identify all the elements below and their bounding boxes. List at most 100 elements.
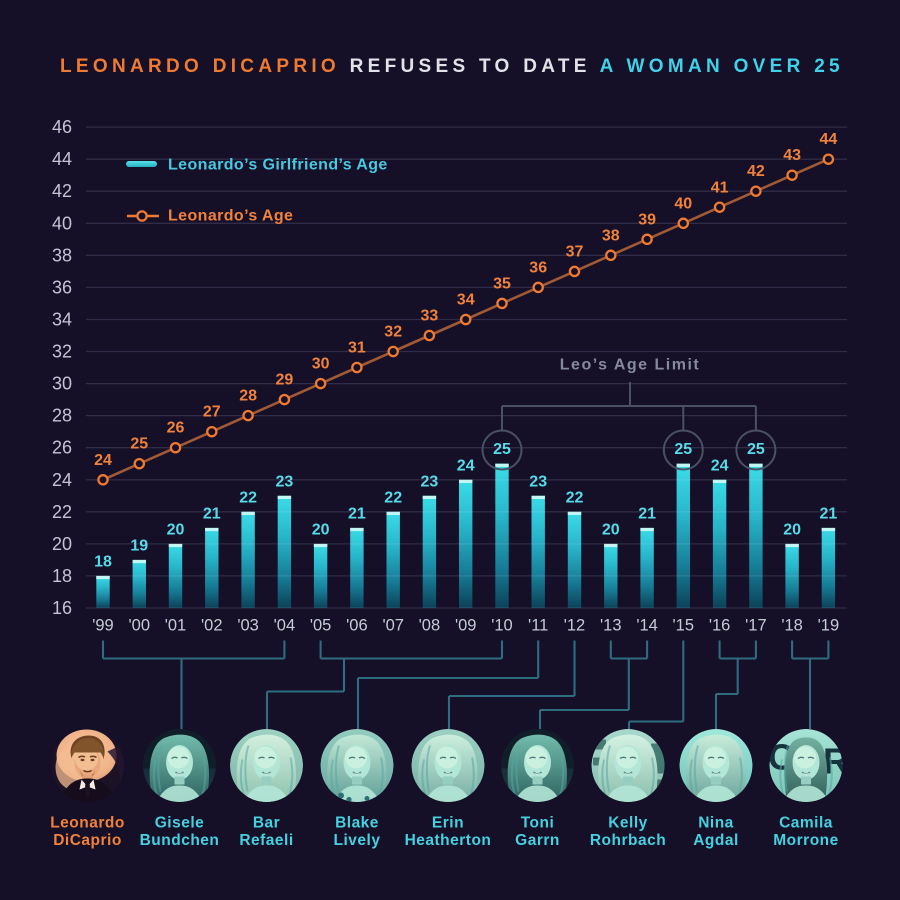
svg-text:33: 33 (421, 308, 439, 325)
svg-text:'11: '11 (528, 617, 548, 635)
svg-text:Kelly: Kelly (608, 815, 648, 832)
svg-text:Agdal: Agdal (693, 832, 739, 849)
svg-text:23: 23 (276, 473, 294, 490)
svg-text:29: 29 (276, 372, 294, 389)
svg-text:'00: '00 (129, 617, 151, 635)
svg-text:'09: '09 (455, 617, 477, 635)
svg-text:16: 16 (52, 598, 72, 618)
svg-text:35: 35 (493, 275, 511, 292)
svg-text:'06: '06 (346, 617, 368, 635)
svg-text:22: 22 (239, 489, 257, 506)
svg-text:Leonardo: Leonardo (50, 815, 125, 832)
svg-text:22: 22 (52, 502, 72, 522)
svg-text:R: R (823, 741, 849, 782)
svg-text:42: 42 (52, 181, 72, 201)
svg-text:Heatherton: Heatherton (405, 832, 492, 849)
svg-text:21: 21 (203, 505, 221, 522)
svg-text:19: 19 (130, 537, 148, 554)
svg-text:38: 38 (52, 245, 72, 265)
svg-text:32: 32 (52, 342, 72, 362)
svg-text:Gisele: Gisele (155, 815, 205, 832)
svg-text:46: 46 (52, 117, 72, 137)
svg-text:Morrone: Morrone (773, 832, 839, 849)
svg-text:24: 24 (457, 457, 475, 474)
svg-text:34: 34 (457, 292, 475, 309)
svg-text:'18: '18 (781, 617, 803, 635)
svg-text:'16: '16 (709, 617, 731, 635)
svg-text:22: 22 (384, 489, 402, 506)
svg-text:Nina: Nina (698, 815, 734, 832)
svg-text:36: 36 (52, 277, 72, 297)
svg-text:Leonardo’s Age: Leonardo’s Age (168, 208, 293, 225)
svg-text:40: 40 (674, 195, 692, 212)
svg-text:'99: '99 (92, 617, 114, 635)
svg-text:Leo’s Age Limit: Leo’s Age Limit (560, 357, 700, 374)
svg-text:Leonardo’s Girlfriend’s Age: Leonardo’s Girlfriend’s Age (168, 157, 388, 174)
svg-text:23: 23 (421, 473, 439, 490)
svg-text:25: 25 (493, 441, 511, 458)
svg-text:25: 25 (747, 441, 765, 458)
svg-text:43: 43 (783, 147, 801, 164)
svg-text:44: 44 (820, 131, 838, 148)
svg-text:Camila: Camila (779, 815, 833, 832)
svg-text:Blake: Blake (335, 815, 379, 832)
svg-text:20: 20 (312, 521, 330, 538)
svg-text:'19: '19 (818, 617, 840, 635)
svg-text:Toni: Toni (521, 815, 555, 832)
svg-text:34: 34 (52, 310, 72, 330)
svg-text:38: 38 (602, 227, 620, 244)
svg-text:Erin: Erin (432, 815, 464, 832)
svg-text:'15: '15 (673, 617, 695, 635)
svg-text:'07: '07 (382, 617, 404, 635)
svg-text:24: 24 (94, 452, 112, 469)
svg-text:'02: '02 (201, 617, 223, 635)
svg-text:'03: '03 (237, 617, 259, 635)
svg-text:'12: '12 (564, 617, 586, 635)
svg-text:'08: '08 (419, 617, 441, 635)
svg-text:25: 25 (674, 441, 692, 458)
svg-text:Refaeli: Refaeli (239, 832, 293, 849)
svg-text:28: 28 (239, 388, 257, 405)
svg-text:20: 20 (167, 521, 185, 538)
svg-text:'10: '10 (491, 617, 513, 635)
svg-text:30: 30 (312, 356, 330, 373)
svg-text:21: 21 (348, 505, 366, 522)
svg-text:Bundchen: Bundchen (140, 832, 220, 849)
svg-text:26: 26 (167, 420, 185, 437)
svg-text:28: 28 (52, 406, 72, 426)
svg-text:25: 25 (130, 436, 148, 453)
svg-text:27: 27 (203, 404, 221, 421)
svg-text:23: 23 (529, 473, 547, 490)
svg-text:Garrn: Garrn (515, 832, 560, 849)
svg-text:20: 20 (52, 534, 72, 554)
svg-text:'05: '05 (310, 617, 332, 635)
svg-text:36: 36 (529, 259, 547, 276)
svg-text:37: 37 (566, 243, 584, 260)
svg-text:44: 44 (52, 149, 72, 169)
svg-text:18: 18 (94, 553, 112, 570)
svg-text:'17: '17 (745, 617, 767, 635)
svg-text:39: 39 (638, 211, 656, 228)
svg-text:21: 21 (638, 505, 656, 522)
svg-text:31: 31 (348, 340, 366, 357)
svg-text:'14: '14 (636, 617, 658, 635)
svg-text:26: 26 (52, 438, 72, 458)
svg-text:20: 20 (783, 521, 801, 538)
svg-text:'01: '01 (165, 617, 187, 635)
svg-text:20: 20 (602, 521, 620, 538)
svg-text:18: 18 (52, 566, 72, 586)
svg-text:32: 32 (384, 324, 402, 341)
svg-text:DiCaprio: DiCaprio (53, 832, 122, 849)
svg-text:21: 21 (820, 505, 838, 522)
svg-text:'04: '04 (274, 617, 296, 635)
svg-text:Bar: Bar (253, 815, 280, 832)
svg-text:'13: '13 (600, 617, 622, 635)
svg-text:Lively: Lively (334, 832, 381, 849)
svg-text:30: 30 (52, 374, 72, 394)
svg-text:41: 41 (711, 179, 729, 196)
svg-text:24: 24 (711, 457, 729, 474)
svg-text:42: 42 (747, 163, 765, 180)
svg-text:40: 40 (52, 213, 72, 233)
svg-text:24: 24 (52, 470, 72, 490)
svg-text:22: 22 (566, 489, 584, 506)
